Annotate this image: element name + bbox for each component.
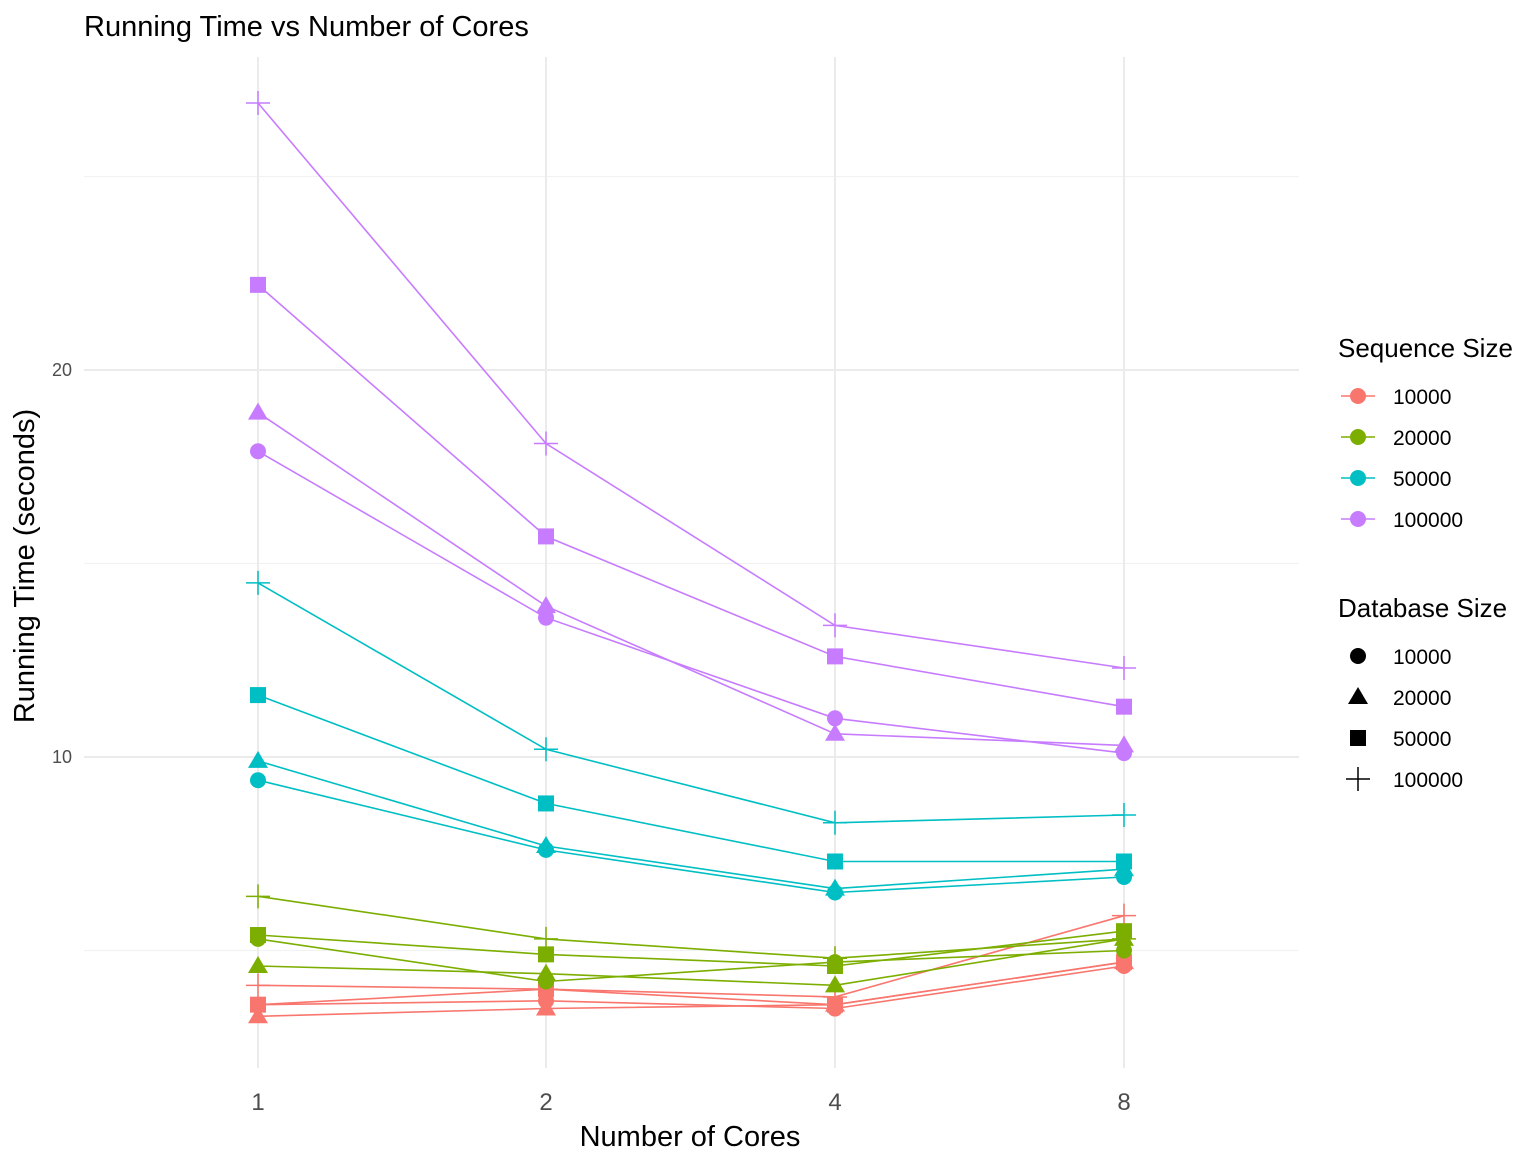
series-line [257,411,1125,747]
series-line [257,938,1125,983]
data-point [825,975,845,993]
series-line [257,284,1125,708]
legend-label: 100000 [1393,769,1463,792]
data-point [1112,803,1136,828]
series-line [257,582,1125,824]
data-point [538,528,554,545]
series-line [257,965,1125,1010]
x-tick-label: 4 [828,1089,841,1116]
data-point [1116,853,1132,870]
legend-marker [1350,388,1366,404]
data-point [534,926,558,951]
data-point [246,570,270,595]
data-point [1114,735,1134,753]
data-point [248,750,268,768]
legend-label: 10000 [1393,386,1451,409]
y-tick-label: 10 [52,747,72,767]
data-point [250,276,266,293]
x-tick-label: 2 [539,1089,552,1116]
legend-marker [1350,511,1366,527]
data-point [248,955,268,973]
data-point [827,648,843,665]
series-line [257,450,1125,754]
legend-marker [1350,730,1366,746]
data-point [246,973,270,998]
legend-marker [1350,429,1366,445]
legend-label: 10000 [1393,646,1451,669]
data-point [248,1006,268,1024]
data-point [538,946,554,963]
series-line [257,779,1125,894]
data-point [823,613,847,638]
data-point [248,402,268,420]
data-point [536,836,556,854]
legend-marker [1350,648,1366,664]
data-point [250,927,266,944]
data-point [825,878,845,896]
series-line [257,961,1125,1006]
data-point [1116,698,1132,715]
x-tick-label: 1 [251,1089,264,1116]
data-point [250,772,266,789]
legend-title: Database Size [1338,593,1507,623]
x-axis-ticks: 1 2 4 8 [251,1089,1130,1116]
grid [84,57,1299,1068]
legend-marker [1348,687,1368,704]
legend-sequence-size: Sequence Size 10000 20000 50000 100000 [1338,333,1513,532]
data-point [538,609,554,626]
series-line [257,895,1125,960]
legend-label: 50000 [1393,468,1451,491]
data-point [534,431,558,456]
data-point [250,996,266,1013]
data-point [827,710,843,727]
legend-database-size: Database Size 10000 20000 50000 100000 [1338,593,1507,792]
legend-label: 20000 [1393,687,1451,710]
series-points [246,90,1136,1024]
legend-label: 100000 [1393,509,1463,532]
data-point [536,998,556,1016]
data-point [250,443,266,460]
data-point [1116,954,1132,971]
data-point [246,884,270,909]
y-axis-ticks: 10 20 [52,360,72,767]
data-point [1112,655,1136,680]
data-point [825,723,845,741]
y-tick-label: 20 [52,360,72,380]
y-axis-title: Running Time (seconds) [9,409,41,723]
series-line [257,102,1125,669]
legend-label: 50000 [1393,728,1451,751]
data-point [536,596,556,614]
data-point [246,90,270,115]
x-axis-title: Number of Cores [580,1121,801,1153]
legend-label: 20000 [1393,427,1451,450]
series-lines [257,102,1125,1018]
series-line [257,694,1124,863]
data-point [1112,926,1136,951]
data-point [250,687,266,704]
x-tick-label: 8 [1117,1089,1130,1116]
legend-marker [1346,767,1370,791]
chart-title: Running Time vs Number of Cores [84,11,529,43]
series-line [257,760,1125,890]
data-point [538,795,554,812]
data-point [536,963,556,981]
data-point [827,853,843,870]
legend-title: Sequence Size [1338,333,1513,363]
data-point [823,946,847,971]
data-point [823,810,847,835]
data-point [534,737,558,762]
series-line [257,938,1125,987]
legend-marker [1350,470,1366,486]
